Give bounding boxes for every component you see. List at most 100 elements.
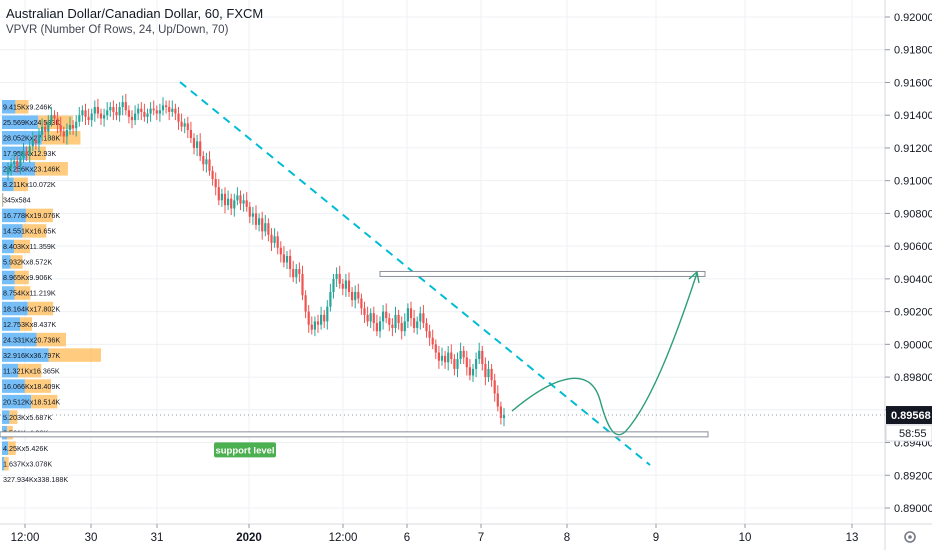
price-tick-label: 0.91600: [894, 77, 932, 89]
vp-row-label: 18.164Kx17.802K: [3, 304, 60, 313]
candle-body: [329, 291, 332, 307]
vp-row-down: [22, 224, 47, 238]
price-axis[interactable]: 0.92000 0.91800 0.91600 0.91400 0.91200 0.910…: [884, 0, 932, 550]
candle-body: [391, 324, 394, 328]
drawings: support level: [0, 81, 885, 466]
time-tick-label: 9: [653, 532, 659, 544]
candle-body: [304, 295, 307, 312]
candle-body: [406, 308, 409, 322]
vp-row-down: [8, 441, 16, 455]
candle-body: [351, 291, 354, 301]
candle-body: [341, 283, 344, 289]
time-tick-label: 30: [85, 532, 98, 544]
candle-body: [44, 126, 47, 132]
price-tick-label: 0.91200: [894, 143, 932, 155]
candle-body: [487, 368, 490, 378]
candle-body: [493, 380, 496, 394]
support-badge-bg: [214, 442, 276, 458]
candle-body: [279, 247, 282, 255]
candle-body: [366, 314, 369, 322]
vp-row-down: [48, 348, 101, 362]
candle-body: [456, 359, 459, 369]
candle-body: [134, 113, 137, 121]
candle-body: [28, 146, 31, 155]
candle-body: [47, 121, 50, 132]
candle-body: [425, 323, 428, 332]
vp-row-up: [2, 208, 26, 223]
price-tick-label: 0.91400: [894, 110, 932, 122]
countdown-tag: 58:55: [899, 428, 927, 440]
candle-body: [87, 116, 90, 121]
last-price-tag-bg: [886, 406, 932, 425]
candle-body: [214, 179, 217, 188]
candle-body: [413, 318, 416, 328]
candle-body: [369, 313, 372, 322]
candle-body: [301, 273, 304, 296]
candle-body: [72, 125, 75, 129]
vp-row-label: 32.916Kx36.797K: [3, 351, 60, 360]
vp-row-label: 12.753Kx8.437K: [3, 320, 56, 329]
candle-body: [183, 123, 186, 127]
vp-row-down: [38, 115, 74, 130]
candle-body: [459, 350, 462, 360]
vp-row-label: 16.778Kx19.076K: [3, 211, 60, 220]
vp-row-label: 8.965Kx9.906K: [3, 273, 52, 282]
candle-body: [273, 236, 276, 243]
candle-body: [378, 321, 382, 332]
candle-body: [205, 159, 208, 165]
vp-row-up: [2, 332, 37, 347]
candle-body: [267, 223, 270, 235]
candle-body: [258, 218, 261, 225]
vp-row-up: [2, 394, 32, 409]
vp-row-down: [13, 177, 28, 192]
vp-row-down: [14, 270, 29, 285]
vp-row-down: [20, 317, 33, 331]
candle-body: [422, 313, 425, 324]
vp-row-up: [2, 239, 14, 254]
candle-body: [475, 359, 478, 369]
candle-body: [158, 110, 161, 114]
indicator-label[interactable]: VPVR (Number Of Rows, 24, Up/Down, 70): [6, 24, 229, 36]
settings-gear-icon[interactable]: [904, 531, 916, 543]
candle-body: [220, 193, 223, 201]
candle-body: [37, 134, 41, 144]
candle-body: [400, 323, 403, 332]
vp-row-label: 16.066Kx18.409K: [3, 382, 60, 391]
vp-row-label: 24.331Kx20.736K: [3, 335, 60, 344]
candle-body: [59, 125, 62, 132]
candle-body: [118, 107, 121, 116]
candle-body: [292, 269, 295, 278]
vp-row-up: [2, 379, 25, 393]
candle-body: [344, 280, 347, 289]
forecast-arrowhead: [688, 270, 700, 284]
candle-body: [285, 255, 289, 263]
candle-body: [143, 111, 146, 117]
candle-body: [202, 156, 205, 165]
vp-row-down: [2, 193, 4, 207]
price-tick-label: 0.89800: [894, 372, 932, 384]
support-level-label: support level: [215, 445, 274, 456]
price-tick-label: 0.89200: [894, 470, 932, 482]
candle-body: [56, 118, 59, 126]
candle-body: [90, 113, 93, 121]
candle-body: [208, 159, 211, 171]
time-axis[interactable]: 12:00 30 31 2020 12:00 6 7 8 9 10 13: [0, 523, 932, 544]
candle-body: [223, 193, 227, 206]
chart-legend: Australian Dollar/Canadian Dollar, 60, F…: [6, 5, 263, 38]
time-tick-label: 12:00: [11, 532, 40, 544]
descending-trendline: [179, 81, 651, 466]
candle-body: [502, 414, 506, 418]
vp-row-label: 28.052Kx27.188K: [3, 134, 60, 143]
candle-body: [84, 110, 87, 117]
vp-row-down: [35, 162, 68, 176]
candle-body: [282, 254, 285, 263]
candle-body: [155, 110, 158, 114]
candle-body: [10, 164, 13, 168]
candle-body: [199, 141, 202, 157]
candle-body: [372, 313, 375, 324]
candle-body: [239, 195, 242, 204]
candle-body: [447, 352, 450, 363]
candle-body: [196, 141, 199, 148]
symbol-title[interactable]: Australian Dollar/Canadian Dollar, 60, F…: [6, 6, 264, 21]
